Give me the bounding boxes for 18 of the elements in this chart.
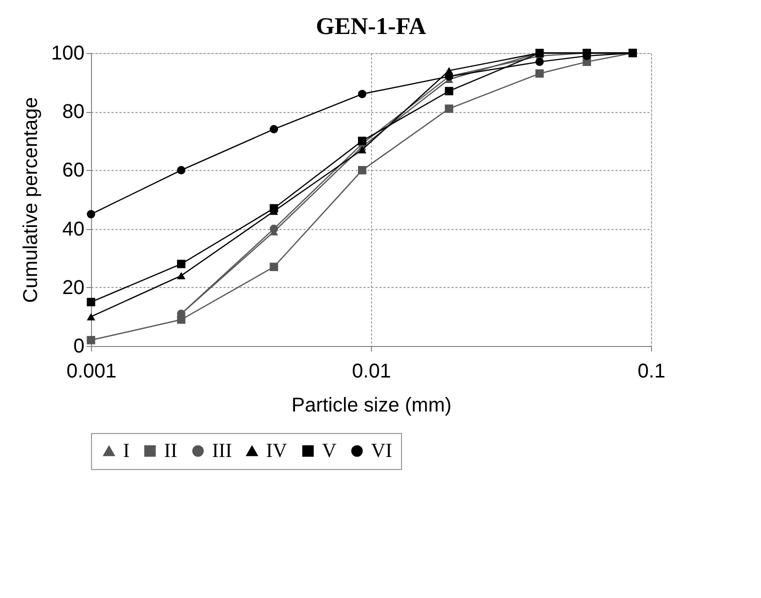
legend-label: VI — [371, 440, 392, 462]
y-tick-label: 0 — [73, 336, 84, 358]
x-axis-title: Particle size (mm) — [291, 394, 452, 416]
y-tick-label: 20 — [62, 276, 84, 299]
x-tick-label: 0.001 — [66, 360, 117, 382]
legend-label: V — [322, 440, 337, 462]
y-tick-label: 100 — [51, 42, 84, 64]
legend-label: I — [123, 440, 130, 462]
x-tick-label: 0.01 — [352, 360, 391, 382]
y-tick-label: 60 — [62, 160, 84, 182]
legend-label: II — [164, 440, 178, 462]
y-axis-title: Cumulative percentage — [20, 97, 42, 303]
chart-title: GEN-1-FA — [316, 14, 427, 40]
y-tick-label: 80 — [62, 101, 84, 124]
y-tick-label: 40 — [62, 218, 84, 240]
legend-label: III — [212, 440, 232, 462]
legend-label: IV — [266, 440, 288, 462]
x-tick-label: 0.1 — [638, 360, 666, 382]
